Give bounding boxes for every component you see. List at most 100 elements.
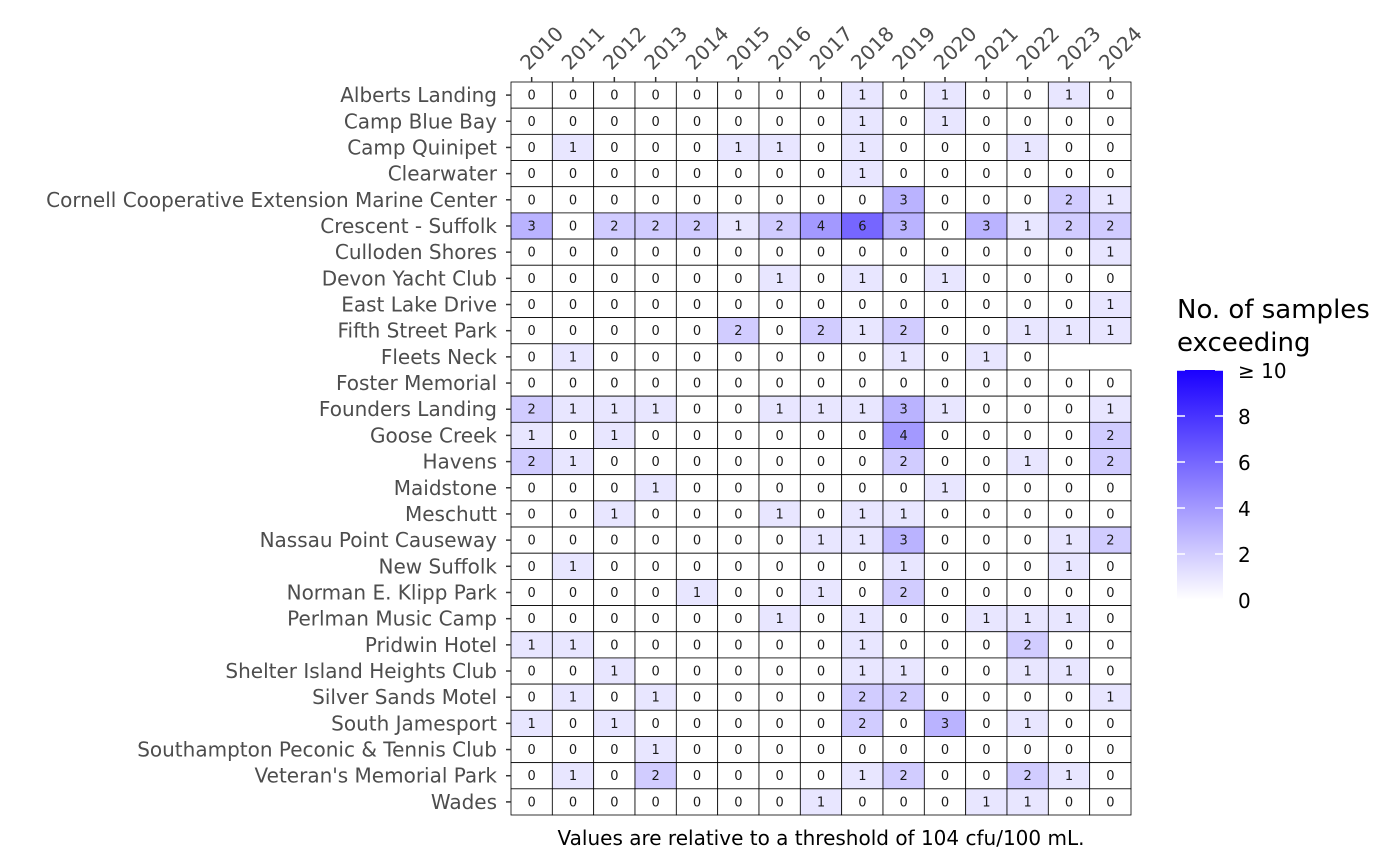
legend-tick-label: 4: [1238, 497, 1251, 521]
cell-value-label: 0: [1106, 115, 1114, 130]
heatmap-cell: [634, 107, 677, 135]
cell-value-label: 0: [941, 638, 949, 653]
cell-value-label: 0: [734, 743, 742, 758]
cell-value-label: 0: [652, 89, 660, 104]
cell-value-label: 0: [1065, 429, 1073, 444]
heatmap-cell: [965, 291, 1008, 319]
heatmap-cell: [1047, 238, 1091, 266]
cell-value-label: 0: [693, 743, 701, 758]
heatmap-cell: [551, 291, 595, 319]
heatmap-cell: [551, 421, 595, 449]
heatmap-cell: [758, 788, 801, 816]
cell-value-label: 1: [941, 481, 949, 496]
cell-value-label: 0: [528, 769, 536, 784]
cell-value-label: 0: [941, 507, 949, 522]
heatmap-cell: [593, 160, 636, 188]
heatmap-cell: [841, 421, 884, 449]
cell-value-label: 0: [610, 612, 618, 627]
heatmap-cell: [1047, 448, 1091, 476]
cell-value-label: 1: [1106, 691, 1114, 706]
x-axis-label: 2015: [722, 22, 775, 75]
cell-value-label: 0: [610, 795, 618, 810]
heatmap-cell: [634, 212, 677, 240]
y-axis-label: Goose Creek: [370, 423, 497, 447]
cell-value-label: 0: [528, 298, 536, 313]
x-axis-label: 2012: [598, 22, 651, 75]
y-axis-label: Nassau Point Causeway: [260, 528, 498, 552]
cell-value-label: 0: [941, 350, 949, 365]
cell-value-label: 3: [900, 403, 908, 418]
heatmap-cell: [593, 788, 636, 816]
cell-value-label: 0: [610, 691, 618, 706]
heatmap-cell: [634, 683, 677, 711]
heatmap-cell: [1089, 788, 1132, 816]
cell-value-label: 3: [900, 534, 908, 549]
cell-value-label: 0: [817, 429, 825, 444]
heatmap-cell: [551, 107, 595, 135]
cell-value-label: 1: [817, 586, 825, 601]
cell-value-label: 0: [693, 141, 701, 156]
cell-value-label: 0: [1065, 272, 1073, 287]
x-axis-label: 2022: [1011, 22, 1064, 75]
cell-value-label: 0: [610, 481, 618, 496]
cell-value-label: 2: [1024, 769, 1032, 784]
heatmap-cell: [799, 160, 843, 188]
cell-value-label: 0: [900, 795, 908, 810]
cell-value-label: 0: [1065, 377, 1073, 392]
cell-value-label: 0: [528, 743, 536, 758]
heatmap-cell: [634, 395, 677, 423]
cell-value-label: 0: [982, 167, 990, 182]
heatmap-cell: [1047, 474, 1091, 502]
cell-value-label: 2: [528, 455, 536, 470]
heatmap-cell: [1047, 421, 1091, 449]
heatmap-cell: [1089, 762, 1132, 790]
cell-value-label: 0: [982, 586, 990, 601]
cell-value-label: 0: [734, 795, 742, 810]
heatmap-cell: [923, 683, 967, 711]
cell-value-label: 0: [1065, 795, 1073, 810]
heatmap-cell: [510, 212, 553, 240]
cell-value-label: 0: [734, 638, 742, 653]
cell-value-label: 0: [776, 481, 784, 496]
cell-value-label: 0: [817, 272, 825, 287]
legend-color-bar: [1177, 370, 1223, 600]
heatmap-cell: [758, 605, 801, 633]
cell-value-label: 0: [982, 89, 990, 104]
cell-value-label: 0: [734, 246, 742, 261]
cell-value-label: 0: [1024, 167, 1032, 182]
cell-value-label: 0: [652, 507, 660, 522]
y-axis-label: Founders Landing: [319, 397, 497, 421]
cell-value-label: 0: [693, 377, 701, 392]
cell-value-label: 0: [817, 481, 825, 496]
heatmap-cell: [841, 212, 884, 240]
cell-value-label: 3: [941, 717, 949, 732]
heatmap-cell: [882, 238, 925, 266]
heatmap-cell: [923, 160, 967, 188]
cell-value-label: 0: [982, 743, 990, 758]
heatmap-cell: [1089, 605, 1132, 633]
cell-value-label: 1: [858, 115, 866, 130]
cell-value-label: 1: [610, 717, 618, 732]
cell-value-label: 2: [858, 691, 866, 706]
cell-value-label: 0: [982, 455, 990, 470]
heatmap-cell: [717, 526, 760, 554]
heatmap-cell: [1089, 736, 1132, 764]
cell-value-label: 1: [1065, 324, 1073, 339]
cell-value-label: 2: [1065, 219, 1073, 234]
cell-value-label: 0: [610, 167, 618, 182]
cell-value-label: 0: [1024, 246, 1032, 261]
cell-value-label: 0: [900, 717, 908, 732]
cell-value-label: 0: [652, 324, 660, 339]
cell-value-label: 1: [610, 403, 618, 418]
cell-value-label: 2: [734, 324, 742, 339]
cell-value-label: 0: [858, 743, 866, 758]
cell-value-label: 2: [900, 586, 908, 601]
heatmap-cell: [551, 631, 595, 659]
heatmap-cell: [923, 526, 967, 554]
cell-value-label: 0: [776, 534, 784, 549]
cell-value-label: 0: [817, 246, 825, 261]
cell-value-label: 0: [610, 560, 618, 575]
heatmap-cell: [1006, 317, 1049, 345]
heatmap-cell: [882, 631, 925, 659]
heatmap-cell: [799, 578, 843, 606]
